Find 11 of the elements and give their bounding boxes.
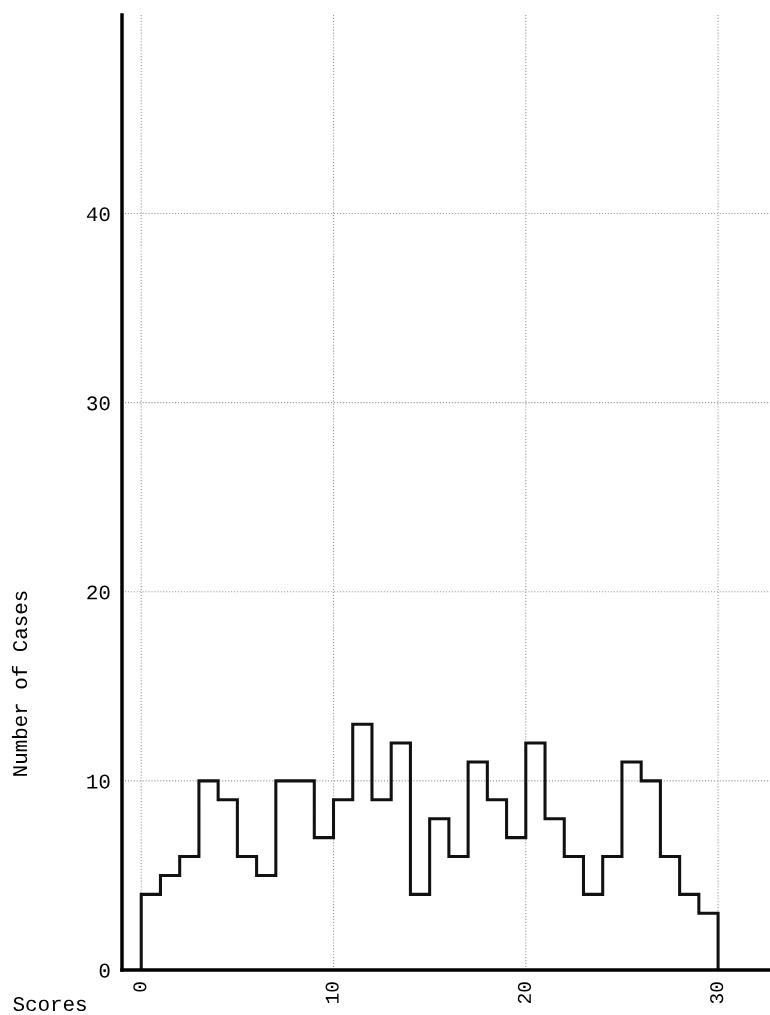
x-tick-label: 10 [325,982,339,1004]
x-tick-label: 30 [710,982,724,1004]
y-axis-title: Number of Cases [11,591,28,776]
y-tick-label: 10 [87,774,110,789]
y-tick-label: 20 [87,585,110,600]
x-axis-title: Scores [13,996,86,1012]
x-tick-label: 20 [517,982,532,1004]
x-tick-label: 0 [133,982,147,992]
y-tick-label: 40 [86,207,110,222]
y-tick-label: 30 [87,396,110,411]
y-tick-label: 0 [99,963,110,978]
